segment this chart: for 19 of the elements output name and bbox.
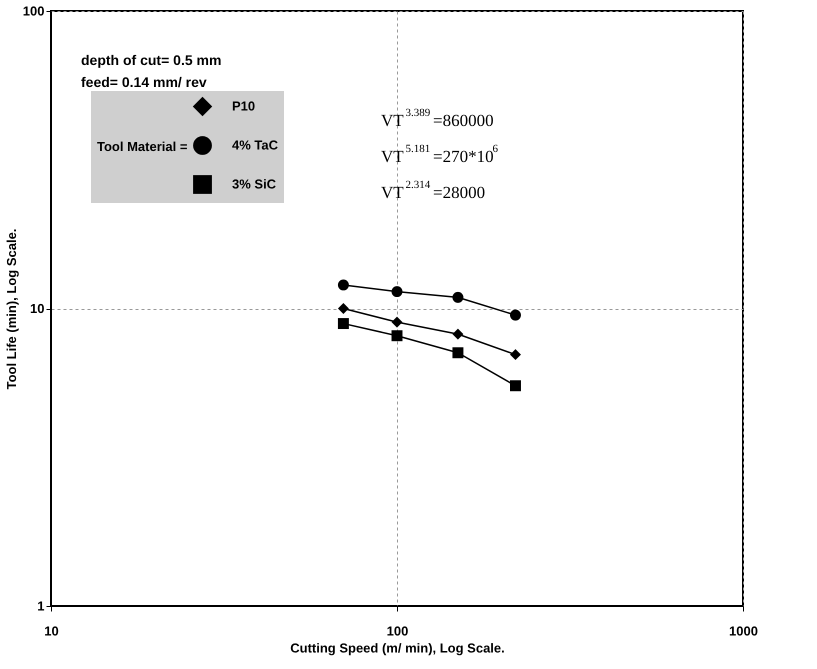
point — [338, 303, 349, 314]
point — [510, 310, 521, 321]
y-tick-label: 1 — [37, 598, 44, 614]
point — [338, 318, 349, 330]
y-tick-label: 100 — [22, 4, 44, 18]
y-tick-label: 10 — [30, 301, 44, 316]
legend-label: P10 — [232, 98, 256, 114]
x-tick-label: 100 — [386, 624, 408, 638]
legend-label: 3% SiC — [232, 176, 277, 192]
legend-label: 4% TaC — [232, 138, 279, 152]
x-tick-label: 10 — [44, 624, 59, 638]
legend-title: Tool Material = — [97, 139, 188, 154]
y-axis-title: Tool Life (min), Log Scale. — [4, 228, 19, 390]
point — [338, 279, 349, 290]
x-tick-label: 1000 — [729, 624, 758, 638]
annotation: feed= 0.14 mm/ rev — [81, 74, 207, 90]
point — [510, 349, 521, 360]
annotation: depth of cut= 0.5 mm — [81, 52, 222, 68]
x-axis-title: Cutting Speed (m/ min), Log Scale. — [290, 640, 505, 656]
